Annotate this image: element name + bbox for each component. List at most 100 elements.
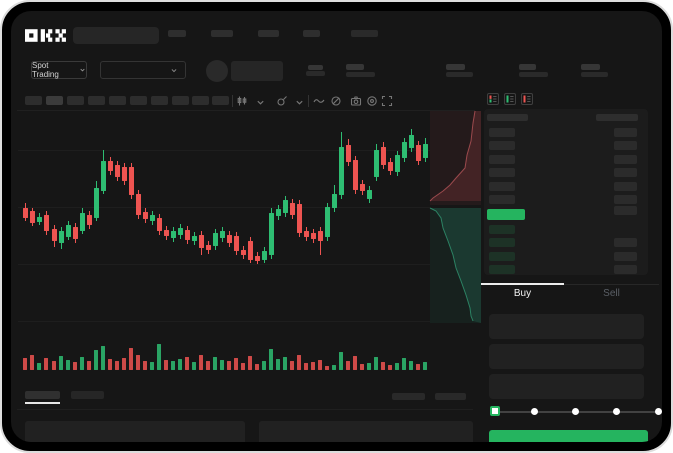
sell-tab-label: Sell <box>603 288 620 299</box>
orderbook-ask-price-bar[interactable] <box>489 141 515 150</box>
slider-stop-dot[interactable] <box>654 408 662 415</box>
app-window: Spot Trading <box>11 11 662 442</box>
depth-chart <box>429 110 481 323</box>
ticker-stat-label <box>519 64 536 70</box>
chevron-down-icon <box>80 68 85 72</box>
ticker-stat-value <box>581 72 608 77</box>
active-tab-indicator <box>481 283 564 285</box>
nav-item-2[interactable] <box>211 30 233 37</box>
search-input[interactable] <box>73 27 159 44</box>
timeframe-button-7[interactable] <box>151 96 168 105</box>
split-book-icon[interactable] <box>487 92 499 105</box>
orderbook-ask-price-bar[interactable] <box>489 155 515 164</box>
buy-tab[interactable]: Buy <box>481 287 564 301</box>
ticker-stat-label <box>308 65 323 70</box>
orderbook-bid-amount-bar <box>614 252 637 261</box>
timeframe-button-2[interactable] <box>46 96 63 105</box>
orderbook-ask-amount-bar <box>614 168 637 177</box>
ticker-stat-label <box>581 64 600 70</box>
ticker-stat-label <box>446 64 465 70</box>
slider-stop-dot[interactable] <box>612 408 620 415</box>
orderbook-bid-amount-bar <box>614 265 637 274</box>
indicators-icon[interactable] <box>330 95 342 107</box>
token-icon <box>206 60 228 82</box>
chevron-down-icon[interactable] <box>295 98 304 107</box>
order-input-3[interactable] <box>489 374 644 399</box>
timeframe-button-3[interactable] <box>67 96 84 105</box>
pair-name-placeholder[interactable] <box>231 61 283 81</box>
orderbook-bid-price-bar[interactable] <box>489 238 515 247</box>
buy-tab-label: Buy <box>513 288 532 299</box>
volume-bars <box>23 344 427 370</box>
wave-icon[interactable] <box>313 95 325 107</box>
settings-icon[interactable] <box>366 95 378 107</box>
orders-filter-1[interactable] <box>392 393 425 400</box>
orderbook-ask-price-bar[interactable] <box>489 168 515 177</box>
orders-table-placeholder-right <box>259 421 473 442</box>
market-type-dropdown[interactable]: Spot Trading <box>31 61 87 79</box>
order-input-2[interactable] <box>489 344 644 369</box>
bottom-tab-1[interactable] <box>25 391 60 399</box>
bottom-separator <box>17 409 473 410</box>
timeframe-button-8[interactable] <box>172 96 189 105</box>
orders-filter-2[interactable] <box>435 393 466 400</box>
compare-icon[interactable] <box>276 95 288 107</box>
chevron-down-icon <box>171 68 177 72</box>
orderbook-amount-header <box>596 114 638 121</box>
asks-book-icon[interactable] <box>521 92 533 105</box>
camera-icon[interactable] <box>350 95 362 107</box>
orderbook-ask-amount-bar <box>614 155 637 164</box>
orderbook-bid-price-bar[interactable] <box>489 252 515 261</box>
toolbar-divider <box>308 95 309 107</box>
okx-logo-glyph <box>25 29 66 42</box>
nav-item-4[interactable] <box>303 30 320 37</box>
bottom-tab-2[interactable] <box>71 391 104 399</box>
amount-slider-handle[interactable] <box>490 406 500 416</box>
bids-book-icon[interactable] <box>504 92 516 105</box>
timeframe-button-5[interactable] <box>109 96 126 105</box>
timeframe-button-10[interactable] <box>212 96 229 105</box>
market-type-label: Spot Trading <box>32 61 59 79</box>
orderbook-bid-price-bar[interactable] <box>489 265 515 274</box>
orderbook-ask-amount-bar <box>614 182 637 191</box>
nav-item-1[interactable] <box>168 30 186 37</box>
trade-tabs-separator <box>481 284 659 285</box>
orderbook-ask-price-bar[interactable] <box>489 182 515 191</box>
ticker-stat-value <box>446 72 473 77</box>
chevron-down-icon[interactable] <box>256 98 265 107</box>
ticker-stat-value <box>519 72 548 77</box>
fullscreen-icon[interactable] <box>381 95 393 107</box>
bottom-tab-indicator <box>25 402 60 404</box>
nav-item-3[interactable] <box>258 30 279 37</box>
timeframe-button-6[interactable] <box>130 96 147 105</box>
pair-dropdown[interactable] <box>100 61 186 79</box>
ticker-stat-value <box>346 72 375 77</box>
timeframe-button-1[interactable] <box>25 96 42 105</box>
timeframe-button-9[interactable] <box>192 96 209 105</box>
last-price-badge[interactable] <box>487 209 525 220</box>
orderbook-amount-bar <box>614 206 637 215</box>
orderbook-bid-price-bar[interactable] <box>489 225 515 234</box>
ticker-stat-label <box>346 64 364 70</box>
orderbook-ask-price-bar[interactable] <box>489 128 515 137</box>
orderbook-ask-amount-bar <box>614 195 637 204</box>
candlestick-chart[interactable] <box>18 111 430 335</box>
buy-submit-button[interactable] <box>489 430 648 442</box>
toolbar-divider <box>232 95 233 107</box>
toolbar-separator <box>17 110 475 111</box>
slider-stop-dot[interactable] <box>571 408 579 415</box>
sell-tab[interactable]: Sell <box>564 287 659 301</box>
orderbook-price-header <box>487 114 528 121</box>
timeframe-button-4[interactable] <box>88 96 105 105</box>
orderbook-ask-amount-bar <box>614 128 637 137</box>
slider-stop-dot[interactable] <box>530 408 538 415</box>
ticker-stat-value <box>306 71 325 76</box>
orderbook-ask-amount-bar <box>614 141 637 150</box>
order-input-1[interactable] <box>489 314 644 339</box>
candlestick-type-icon[interactable] <box>236 95 248 107</box>
okx-logo[interactable] <box>25 28 67 43</box>
orders-table-placeholder-left <box>25 421 245 442</box>
orderbook-ask-price-bar[interactable] <box>489 195 515 204</box>
nav-item-5[interactable] <box>351 30 378 37</box>
